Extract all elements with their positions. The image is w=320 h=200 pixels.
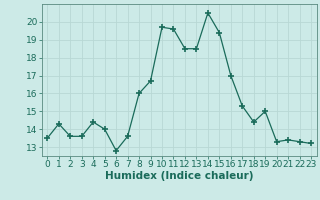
- X-axis label: Humidex (Indice chaleur): Humidex (Indice chaleur): [105, 171, 253, 181]
